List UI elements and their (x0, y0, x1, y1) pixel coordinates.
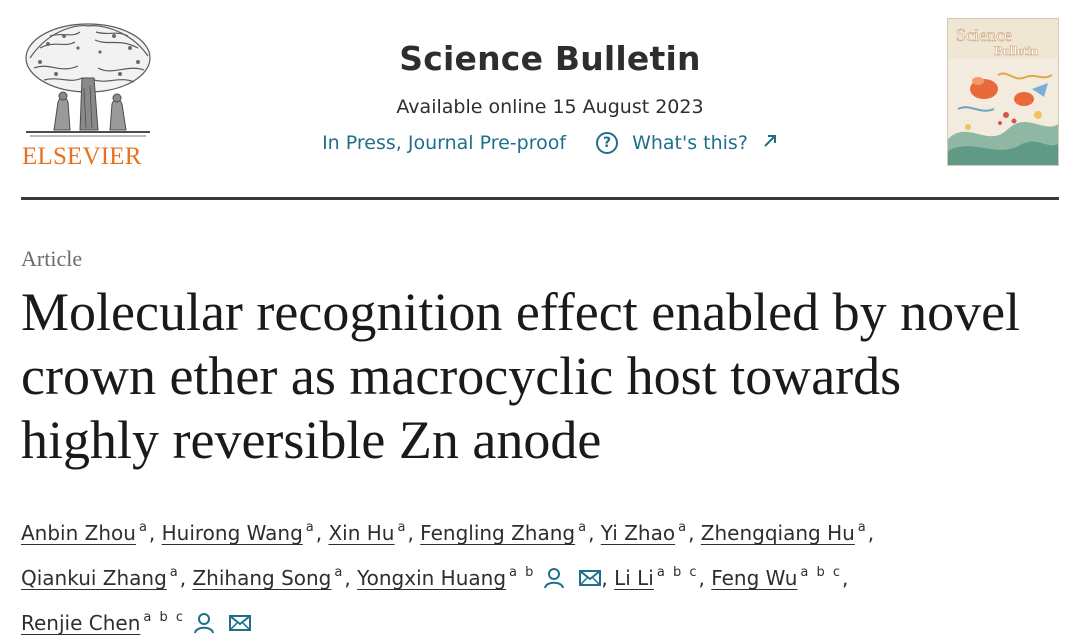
author-separator: , (601, 566, 608, 590)
author-affiliation: a (305, 520, 316, 535)
author-entry: Yi Zhao a, (600, 520, 695, 545)
article-title: Molecular recognition effect enabled by … (21, 282, 1021, 470)
article-status: In Press, Journal Pre-proof ? What's thi… (280, 132, 820, 154)
help-circle-icon[interactable]: ? (596, 132, 619, 154)
author-name-link[interactable]: Zhihang Song (192, 566, 332, 590)
available-online-date: Available online 15 August 2023 (396, 96, 704, 118)
author-entry: Zhihang Song a, (192, 565, 351, 590)
author-entry: Fengling Zhang a, (420, 520, 595, 545)
author-separator: , (315, 521, 323, 545)
author-name-link[interactable]: Zhengqiang Hu (700, 521, 855, 545)
elsevier-logo[interactable] (20, 18, 156, 170)
author-affiliation: a (169, 565, 180, 580)
journal-cover-image[interactable]: Science Bulletin (947, 18, 1059, 166)
author-contact-icons (543, 567, 602, 589)
author-affiliation: a b c (656, 565, 699, 580)
journal-title[interactable]: Science Bulletin (399, 39, 701, 78)
author-entry: Yongxin Huang a b, (357, 565, 608, 590)
whats-this-link[interactable]: What's this? (632, 132, 748, 154)
author-separator: , (344, 566, 351, 590)
author-name-link[interactable]: Renjie Chen (21, 611, 141, 635)
author-affiliation: a (857, 520, 868, 535)
author-list: Anbin Zhou a, Huirong Wang a, Xin Hu a, Fen… (21, 508, 1061, 643)
article-type: Article (21, 246, 83, 271)
status-label: In Press, Journal Pre-proof (322, 132, 567, 154)
author-name-link[interactable]: Yongxin Huang (357, 566, 507, 590)
author-name-link[interactable]: Li Li (614, 566, 654, 590)
journal-info: Science Bulletin Available online 15 Aug… (280, 42, 820, 154)
author-affiliation: a b c (143, 610, 186, 625)
author-affiliation: a (578, 520, 589, 535)
cover-art: Science Bulletin (948, 19, 1058, 165)
author-affiliation: a (138, 520, 149, 535)
author-separator: , (842, 566, 849, 590)
author-separator: , (867, 521, 875, 545)
author-entry: Renjie Chen a b c (21, 610, 252, 635)
author-name-link[interactable]: Huirong Wang (161, 521, 303, 545)
author-name-link[interactable]: Yi Zhao (600, 521, 676, 545)
author-affiliation: a b c (800, 565, 843, 580)
author-entry: Zhengqiang Hu a, (700, 520, 875, 545)
email-icon[interactable] (579, 569, 602, 587)
author-entry: Li Li a b c, (614, 565, 705, 590)
author-separator: , (407, 521, 414, 545)
header-divider (21, 197, 1059, 200)
author-affiliation: a (334, 565, 345, 580)
author-contact-icons (193, 612, 252, 634)
journal-header: ELSEVIER Science Bulletin Available onli… (0, 0, 1080, 200)
author-affiliation: a (678, 520, 689, 535)
author-separator: , (698, 566, 705, 590)
email-icon[interactable] (229, 614, 252, 632)
person-icon[interactable] (543, 567, 565, 589)
author-separator: , (588, 521, 595, 545)
author-affiliation: a (397, 520, 408, 535)
elsevier-tree-icon (25, 23, 151, 137)
author-entry: Qiankui Zhang a, (21, 565, 187, 590)
cover-title-line2: Bulletin (994, 43, 1039, 58)
publisher-name: ELSEVIER (22, 143, 142, 170)
author-name-link[interactable]: Anbin Zhou (21, 521, 136, 545)
external-link-icon (762, 132, 778, 154)
person-icon[interactable] (193, 612, 215, 634)
author-entry: Anbin Zhou a, (21, 520, 156, 545)
author-name-link[interactable]: Feng Wu (711, 566, 798, 590)
author-entry: Feng Wu a b c, (711, 565, 849, 590)
author-separator: , (148, 521, 156, 545)
author-separator: , (688, 521, 695, 545)
author-name-link[interactable]: Xin Hu (328, 521, 395, 545)
author-entry: Huirong Wang a, (161, 520, 323, 545)
author-name-link[interactable]: Qiankui Zhang (21, 566, 167, 590)
author-separator: , (179, 566, 187, 590)
author-entry: Xin Hu a, (328, 520, 414, 545)
author-affiliation: a b (509, 565, 536, 580)
author-name-link[interactable]: Fengling Zhang (420, 521, 576, 545)
cover-title-line1: Science (956, 25, 1012, 45)
